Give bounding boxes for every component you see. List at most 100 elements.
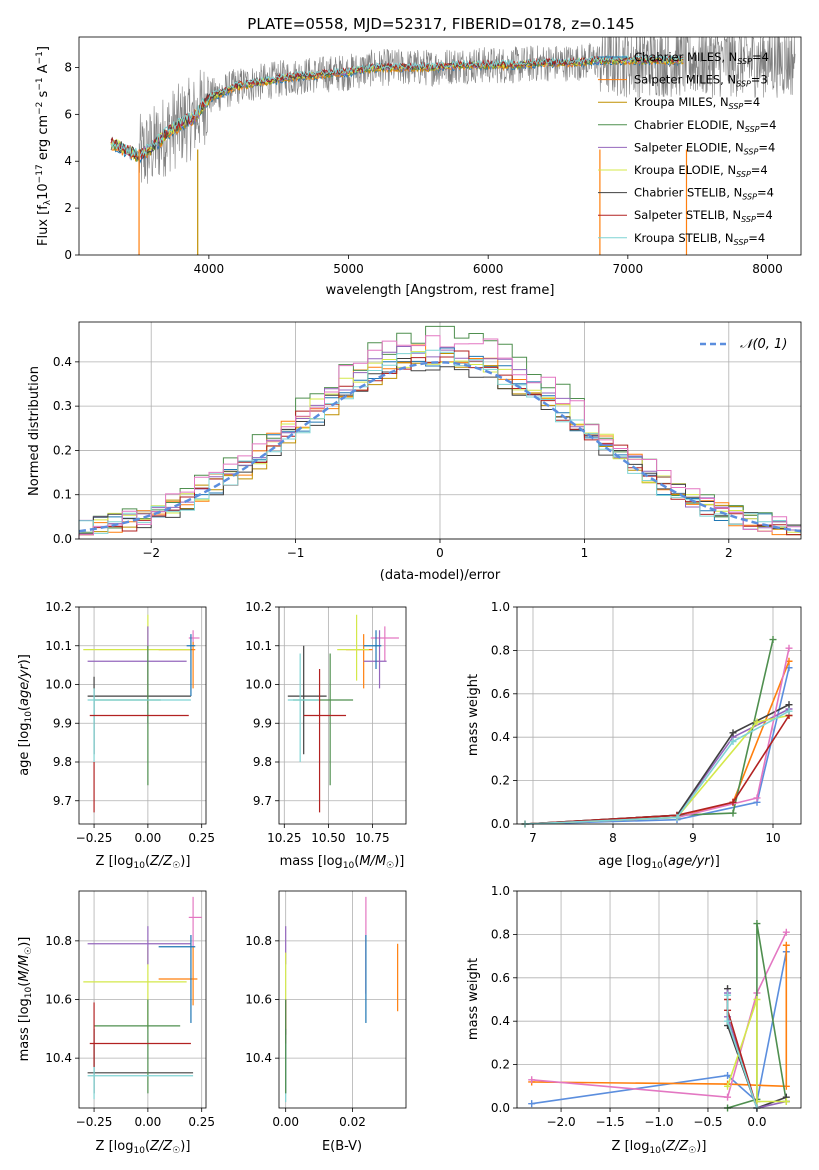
spectrum-y-ticks: 0 2 4 6 8 <box>64 60 79 262</box>
y-tick-label: 9.7 <box>253 794 272 808</box>
hist-x-label: (data-model)/error <box>380 568 501 583</box>
x-tick-label: 7000 <box>613 262 644 276</box>
x-tick-label: 4000 <box>194 262 225 276</box>
y-tick-label: 10.0 <box>245 678 272 692</box>
x-tick-label: 10 <box>765 831 780 845</box>
mass-weight-marker <box>785 707 793 715</box>
x-tick-label: 9 <box>689 831 697 845</box>
x-tick-label: 0.25 <box>188 831 215 845</box>
mass-weight-line <box>524 708 790 825</box>
massZ-x-label: Z [log10(Z/Z☉)] <box>96 1139 191 1156</box>
mwAge-grid <box>517 606 801 825</box>
mwAge-axes-frame <box>516 606 802 825</box>
spectrum-x-ticks: 4000 5000 6000 7000 8000 <box>194 255 783 276</box>
age-vs-mass-panel: 10.25 10.50 10.75 9.7 9.8 9.9 10.0 10.1 10.2 ma… <box>245 600 407 871</box>
y-tick-label: 10.1 <box>245 639 272 653</box>
hist-legend: 𝒩(0, 1) <box>700 337 787 352</box>
spectrum-legend: Chabrier MILES, NSSP=4 Salpeter MILES, NS… <box>598 50 776 247</box>
x-tick-label: −1.5 <box>595 1115 624 1129</box>
y-tick-label: 9.8 <box>253 755 272 769</box>
y-tick-label: 0.6 <box>491 971 510 985</box>
x-tick-label: 0.00 <box>135 1115 162 1129</box>
mwAge-plot-area <box>521 636 793 828</box>
gaussian-legend-label: 𝒩(0, 1) <box>740 337 787 352</box>
y-tick-label: 10.2 <box>245 600 272 614</box>
y-tick-label: 9.9 <box>253 716 272 730</box>
y-tick-label: 10.0 <box>45 678 72 692</box>
mass-weight-marker <box>724 1071 732 1079</box>
y-tick-label: 9.9 <box>53 716 72 730</box>
y-tick-label: 0.4 <box>491 730 510 744</box>
ageZ-plot-area <box>83 614 200 813</box>
mass-weight-marker <box>729 809 737 817</box>
legend-label: Kroupa ELODIE, NSSP=4 <box>634 163 768 179</box>
massZ-y-label: mass [log10(M/M☉)] <box>17 937 34 1062</box>
x-tick-label: −0.25 <box>76 1115 113 1129</box>
y-tick-label: 0.2 <box>53 443 72 457</box>
y-tick-label: 6 <box>64 107 72 121</box>
mwZ-x-ticks: −2.0 −1.5 −1.0 −0.5 0.0 <box>546 1108 766 1129</box>
mass-weight-marker <box>724 1082 732 1090</box>
x-tick-label: 10.50 <box>311 831 345 845</box>
mass-vs-Z-panel: −0.25 0.00 0.25 10.4 10.6 10.8 Z [log10(Z/Z☉… <box>17 890 215 1156</box>
y-tick-label: 0.0 <box>491 817 510 831</box>
y-tick-label: 10.8 <box>45 934 72 948</box>
y-tick-label: 0.3 <box>53 399 72 413</box>
massE-plot-area <box>285 896 399 1103</box>
hist-y-ticks: 0.0 0.1 0.2 0.3 0.4 <box>53 355 79 546</box>
hist-plot-area <box>78 325 802 539</box>
ageZ-y-label: age [log10(age/yr)] <box>17 654 34 776</box>
legend-label: Salpeter STELIB, NSSP=4 <box>634 208 773 224</box>
legend-label: Chabrier MILES, NSSP=4 <box>634 50 769 66</box>
x-tick-label: 0.00 <box>272 1115 299 1129</box>
x-tick-label: 5000 <box>333 262 364 276</box>
mass-weight-line <box>524 710 790 825</box>
x-tick-label: 8000 <box>752 262 783 276</box>
mass-weight-marker <box>729 729 737 737</box>
mass-weight-line <box>726 999 787 1103</box>
legend-label: Salpeter ELODIE, NSSP=4 <box>634 140 775 156</box>
mass-weight-marker <box>753 794 761 802</box>
ageZ-axes-frame <box>78 606 207 825</box>
y-tick-label: 0 <box>64 248 72 262</box>
x-tick-label: −2 <box>142 546 160 560</box>
x-tick-label: 10.75 <box>355 831 389 845</box>
x-tick-label: 0.0 <box>747 1115 766 1129</box>
mass-vs-EBV-panel: 0.00 0.02 10.4 10.6 10.8 E(B-V) <box>245 890 407 1154</box>
x-tick-label: 10.25 <box>267 831 301 845</box>
spectrum-axes-frame <box>78 36 802 256</box>
mwZ-y-ticks: 0.0 0.2 0.4 0.6 0.8 1.0 <box>491 884 517 1115</box>
massZ-plot-area <box>83 896 202 1100</box>
mass-weight-marker <box>769 636 777 644</box>
y-tick-label: 1.0 <box>491 884 510 898</box>
hist-x-ticks: −2 −1 0 1 2 <box>142 539 733 560</box>
x-tick-label: 6000 <box>473 262 504 276</box>
legend-label: Salpeter MILES, NSSP=3 <box>634 73 768 89</box>
y-tick-label: 2 <box>64 201 72 215</box>
y-tick-label: 10.1 <box>45 639 72 653</box>
mass-weight-line <box>524 703 790 825</box>
y-tick-label: 10.6 <box>245 993 272 1007</box>
mass-weight-marker <box>782 928 790 936</box>
mass-weight-marker <box>782 941 790 949</box>
age-vs-Z-panel: −0.25 0.00 0.25 9.7 9.8 9.9 10.0 10.1 10.2 Z [l… <box>17 600 215 871</box>
legend-label: Chabrier STELIB, NSSP=4 <box>634 186 774 202</box>
x-tick-label: 0.25 <box>188 1115 215 1129</box>
spectrum-y-label: Flux [fλ10−17 erg cm−2 s−1 A−1] <box>35 46 53 246</box>
y-tick-label: 0.8 <box>491 643 510 657</box>
y-tick-label: 0.0 <box>53 532 72 546</box>
mass-weight-marker <box>528 1076 536 1084</box>
x-tick-label: 7 <box>529 831 537 845</box>
x-tick-label: 0.02 <box>339 1115 366 1129</box>
y-tick-label: 0.1 <box>53 488 72 502</box>
massE-grid <box>279 891 406 1108</box>
histogram-series <box>78 349 801 539</box>
x-tick-label: 0 <box>436 546 444 560</box>
mass-weight-marker <box>753 718 761 726</box>
y-tick-label: 10.6 <box>45 993 72 1007</box>
x-tick-label: 2 <box>725 546 733 560</box>
ageM-x-label: mass [log10(M/M☉)] <box>280 854 405 871</box>
ageZ-x-label: Z [log10(Z/Z☉)] <box>96 854 191 871</box>
spectrum-x-label: wavelength [Angstrom, rest frame] <box>326 283 555 298</box>
ageM-axes-frame <box>278 606 407 825</box>
